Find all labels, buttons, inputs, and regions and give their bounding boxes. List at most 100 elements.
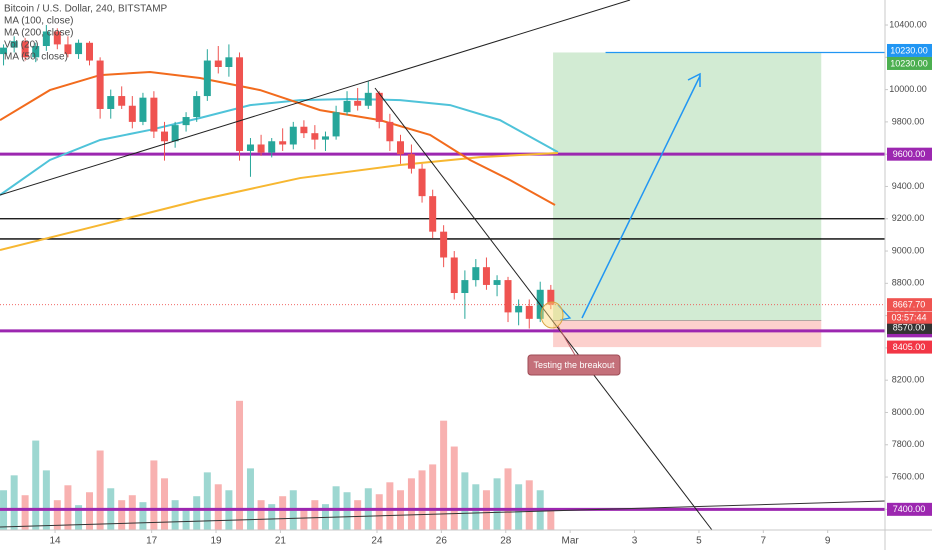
volume-bar <box>171 500 179 530</box>
volume-bar <box>525 480 533 530</box>
volume-bar <box>268 504 276 530</box>
candle-body <box>472 267 480 281</box>
candle-body <box>128 105 136 122</box>
candle-body <box>343 100 351 113</box>
candle-body <box>375 92 383 122</box>
arrow-head <box>687 72 701 87</box>
price-tag <box>887 320 932 334</box>
volume-bar <box>547 510 555 530</box>
legend-entry: MA (100, close) <box>4 16 73 27</box>
candle-body <box>10 41 18 48</box>
y-tick-label: 8200.00 <box>892 375 925 385</box>
volume-bar <box>32 440 40 530</box>
candle-body <box>32 46 40 58</box>
candle-body <box>289 126 297 145</box>
candle-body <box>418 168 426 197</box>
x-tick-label: 21 <box>275 536 287 547</box>
candle-body <box>311 133 319 140</box>
volume-bar <box>214 484 222 530</box>
volume-bar <box>161 478 169 530</box>
ma-line <box>0 97 559 196</box>
volume-bar <box>75 505 83 530</box>
candle-body <box>42 31 50 47</box>
price-tag-label: 8570.00 <box>893 322 926 332</box>
volume-bar <box>42 470 50 530</box>
volume-bar <box>139 502 147 530</box>
callout-line <box>557 325 576 356</box>
axis: 7400.007600.007800.008000.008200.008400.… <box>49 19 932 547</box>
candle-body <box>64 44 72 55</box>
candle-body <box>225 57 233 67</box>
candle-body <box>354 100 362 106</box>
volume-bar <box>515 484 523 530</box>
candle-body <box>21 41 29 58</box>
y-tick-label: 9200.00 <box>892 213 925 223</box>
x-tick-label: 3 <box>632 536 638 547</box>
x-tick-label: 7 <box>761 536 767 547</box>
price-tag <box>887 147 932 161</box>
volume-bar <box>386 482 394 530</box>
volume-bar <box>418 470 426 530</box>
volume-bar <box>150 460 158 530</box>
legend-entry: MA (50, close) <box>4 52 68 63</box>
trendline <box>0 500 886 528</box>
candle-body <box>386 121 394 142</box>
volume-bar <box>236 400 244 530</box>
ma-line <box>0 70 556 206</box>
candle-body <box>75 42 83 55</box>
candle-body <box>279 141 287 145</box>
candle-body <box>0 47 8 55</box>
volume-bar <box>203 472 211 530</box>
volume-bar <box>10 475 18 530</box>
volume-bar <box>461 472 469 530</box>
x-tick-label: Mar <box>562 536 580 547</box>
volume-bar <box>118 500 126 530</box>
candle-body <box>118 96 126 106</box>
price-tag <box>887 43 932 57</box>
candle-body <box>182 117 190 126</box>
volume-bar <box>407 478 415 530</box>
candle-body <box>547 289 555 305</box>
volume-bar <box>85 492 93 530</box>
price-tag <box>887 340 932 354</box>
candle-body <box>96 60 104 109</box>
volume-bar <box>257 500 265 530</box>
volume-bar <box>472 484 480 530</box>
candle-body <box>321 136 329 140</box>
y-tick-label: 8000.00 <box>892 407 925 417</box>
countdown-box <box>887 311 932 324</box>
arrow <box>581 75 701 319</box>
legend-entry: MA (200, close) <box>4 28 73 39</box>
candle-body <box>203 60 211 97</box>
candle-body <box>364 92 372 106</box>
y-tick-label: 10000.00 <box>889 84 927 94</box>
candle-body <box>450 257 458 294</box>
x-tick-label: 5 <box>696 536 702 547</box>
volume-bar <box>246 468 254 530</box>
candle-body <box>525 305 533 319</box>
trendline <box>374 87 713 531</box>
legend-entry: Vol (20) <box>4 40 38 51</box>
volume-bar <box>354 500 362 530</box>
volume-bar <box>21 495 29 530</box>
price-tag <box>887 56 932 70</box>
x-tick-label: 28 <box>500 536 512 547</box>
countdown: 03:57:44 <box>891 313 926 323</box>
x-tick-label: 26 <box>436 536 448 547</box>
volume-bar <box>128 495 136 530</box>
y-tick-label: 10400.00 <box>889 19 927 29</box>
volume-bar <box>300 508 308 530</box>
x-tick-label: 14 <box>49 536 61 547</box>
y-tick-label: 8800.00 <box>892 278 925 288</box>
price-tag-label: 8667.70 <box>893 300 926 310</box>
volume-bar <box>429 464 437 530</box>
candle-body <box>161 131 169 142</box>
candle-body <box>246 144 254 151</box>
candle-body <box>214 60 222 67</box>
candle-body <box>139 97 147 122</box>
volume-bar <box>375 494 383 530</box>
volume-bar <box>504 468 512 530</box>
trendline <box>0 0 631 196</box>
